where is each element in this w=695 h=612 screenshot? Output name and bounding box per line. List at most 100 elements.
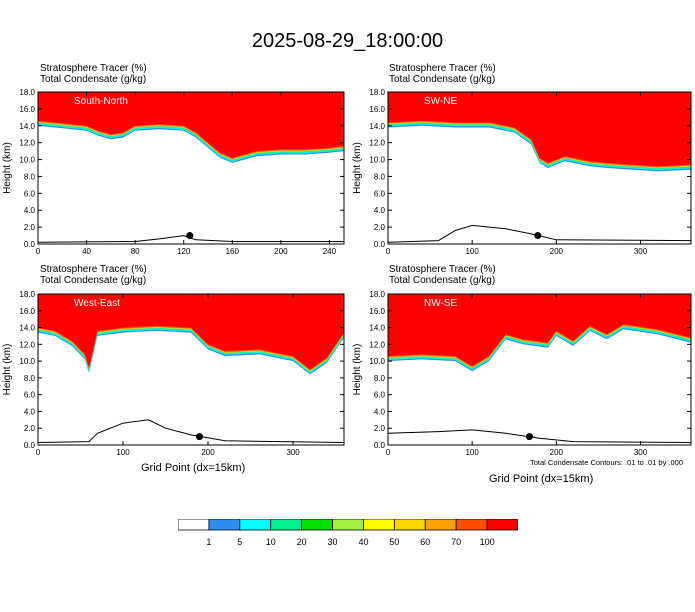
panel-sw-ne: SW-NE 0.0 2.0 4.0 6.0 8.0 10.0 12.0 14.0 16.0 18.0… <box>352 88 692 256</box>
location-marker <box>196 433 203 441</box>
tracer-band-6 <box>388 294 691 367</box>
y-tick-label: 14.0 <box>369 324 385 333</box>
header-line-tracer: Stratosphere Tracer (%) <box>40 63 147 74</box>
x-tick-label: 300 <box>634 448 648 457</box>
y-tick-label: 14.0 <box>369 122 385 131</box>
x-tick-label: 80 <box>131 247 140 256</box>
y-tick-label: 6.0 <box>374 189 386 198</box>
colorbar-label: 20 <box>296 537 307 547</box>
x-tick-label: 120 <box>177 247 191 256</box>
y-tick-label: 2.0 <box>374 424 386 433</box>
y-tick-label: 12.0 <box>19 139 35 148</box>
y-tick-label: 0.0 <box>24 441 36 450</box>
plot-frame <box>387 293 692 446</box>
x-tick-label: 40 <box>82 247 91 256</box>
terrain-line <box>38 419 344 443</box>
colorbar-swatch <box>424 519 457 531</box>
colorbar-swatch <box>301 519 333 531</box>
cross-section-plot-sw-ne: SW-NE 0.0 2.0 4.0 6.0 8.0 10.0 12.0 14.0 16.0 18.0… <box>352 88 692 256</box>
colorbar-label: 40 <box>358 537 369 547</box>
x-tick-label: 100 <box>116 448 130 457</box>
y-tick-label: 2.0 <box>24 223 36 232</box>
cross-section-plot-west-east: West-East 0.0 2.0 4.0 6.0 8.0 10.0 12.0 14.0 16.0… <box>2 290 345 457</box>
x-tick-label: 240 <box>323 247 337 256</box>
colorbar-label: 50 <box>389 537 400 547</box>
panel-name-label: South-North <box>74 96 128 107</box>
y-tick-label: 14.0 <box>19 324 35 333</box>
x-tick-label: 300 <box>634 247 648 256</box>
panel-west-east: West-East 0.0 2.0 4.0 6.0 8.0 10.0 12.0 14.0 16.0… <box>2 290 345 457</box>
colorbar-swatch <box>208 519 241 531</box>
y-tick-label: 10.0 <box>19 357 35 366</box>
location-marker <box>186 232 194 240</box>
header-line-condensate: Total Condensate (g/kg) <box>40 275 147 286</box>
colorbar-swatch <box>239 519 272 531</box>
y-tick-label: 10.0 <box>369 357 385 366</box>
y-tick-label: 16.0 <box>369 307 385 316</box>
y-tick-label: 18.0 <box>369 88 385 97</box>
colorbar-swatch <box>332 519 364 531</box>
y-tick-label: 0.0 <box>374 240 386 249</box>
x-tick-label: 160 <box>226 247 240 256</box>
x-tick-label: 100 <box>465 448 479 457</box>
y-tick-label: 16.0 <box>369 105 385 114</box>
header-line-condensate: Total Condensate (g/kg) <box>389 74 496 85</box>
y-tick-label: 16.0 <box>19 307 35 316</box>
panel-header-sw-ne: Stratosphere Tracer (%) Total Condensate… <box>389 63 496 85</box>
y-axis-title: Height (km) <box>352 142 363 194</box>
y-tick-label: 8.0 <box>24 172 36 181</box>
y-tick-label: 14.0 <box>19 122 35 131</box>
tracer-band-6 <box>388 92 691 167</box>
contour-footnote: Total Condensate Contours: .01 to .01 by… <box>530 458 684 467</box>
y-tick-label: 12.0 <box>369 340 385 349</box>
x-tick-label: 0 <box>36 247 41 256</box>
plot-frame <box>37 293 345 446</box>
tracer-band-6 <box>38 92 344 158</box>
x-tick-label: 200 <box>550 247 564 256</box>
page-title: 2025-08-29_18:00:00 <box>251 30 444 52</box>
y-tick-label: 4.0 <box>24 407 36 416</box>
y-tick-label: 16.0 <box>19 105 35 114</box>
x-tick-label: 300 <box>286 448 300 457</box>
x-tick-label: 200 <box>274 247 288 256</box>
header-line-tracer: Stratosphere Tracer (%) <box>389 264 496 275</box>
colorbar <box>178 519 518 531</box>
colorbar-label: 60 <box>420 537 431 547</box>
y-tick-label: 8.0 <box>24 374 36 383</box>
y-tick-label: 2.0 <box>374 223 386 232</box>
colorbar-swatch <box>270 519 303 531</box>
header-line-condensate: Total Condensate (g/kg) <box>389 275 496 286</box>
colorbar-swatch <box>486 519 518 531</box>
panel-south-north: South-North 0.0 2.0 4.0 6.0 8.0 10.0 12.0 14.0 16… <box>2 88 345 256</box>
y-axis-title: Height (km) <box>2 142 13 194</box>
x-tick-label: 200 <box>550 448 564 457</box>
colorbar-label: 5 <box>237 537 243 547</box>
x-tick-label: 0 <box>36 448 41 457</box>
y-tick-label: 8.0 <box>374 374 386 383</box>
panel-header-nw-se: Stratosphere Tracer (%) Total Condensate… <box>389 264 496 286</box>
y-tick-label: 0.0 <box>24 240 36 249</box>
y-tick-label: 12.0 <box>369 139 385 148</box>
y-tick-label: 18.0 <box>19 88 35 97</box>
y-tick-label: 6.0 <box>374 391 386 400</box>
panel-name-label: West-East <box>74 298 120 309</box>
y-axis-title: Height (km) <box>2 344 13 396</box>
y-tick-label: 10.0 <box>19 156 35 165</box>
plot-frame <box>387 91 692 245</box>
y-tick-label: 18.0 <box>369 290 385 299</box>
header-line-tracer: Stratosphere Tracer (%) <box>389 63 496 74</box>
y-tick-label: 6.0 <box>24 189 36 198</box>
header-line-condensate: Total Condensate (g/kg) <box>40 74 147 85</box>
colorbar-swatch <box>393 519 426 531</box>
colorbar-label: 1 <box>206 537 212 547</box>
x-tick-label: 200 <box>201 448 215 457</box>
y-tick-label: 18.0 <box>19 290 35 299</box>
y-tick-label: 0.0 <box>374 441 386 450</box>
colorbar-swatch <box>455 519 488 531</box>
y-tick-label: 6.0 <box>24 391 36 400</box>
terrain-line <box>388 224 691 243</box>
colorbar-swatch <box>363 519 395 531</box>
colorbar-label: 30 <box>327 537 338 547</box>
y-axis-title: Height (km) <box>352 344 363 396</box>
y-tick-label: 8.0 <box>374 172 386 181</box>
